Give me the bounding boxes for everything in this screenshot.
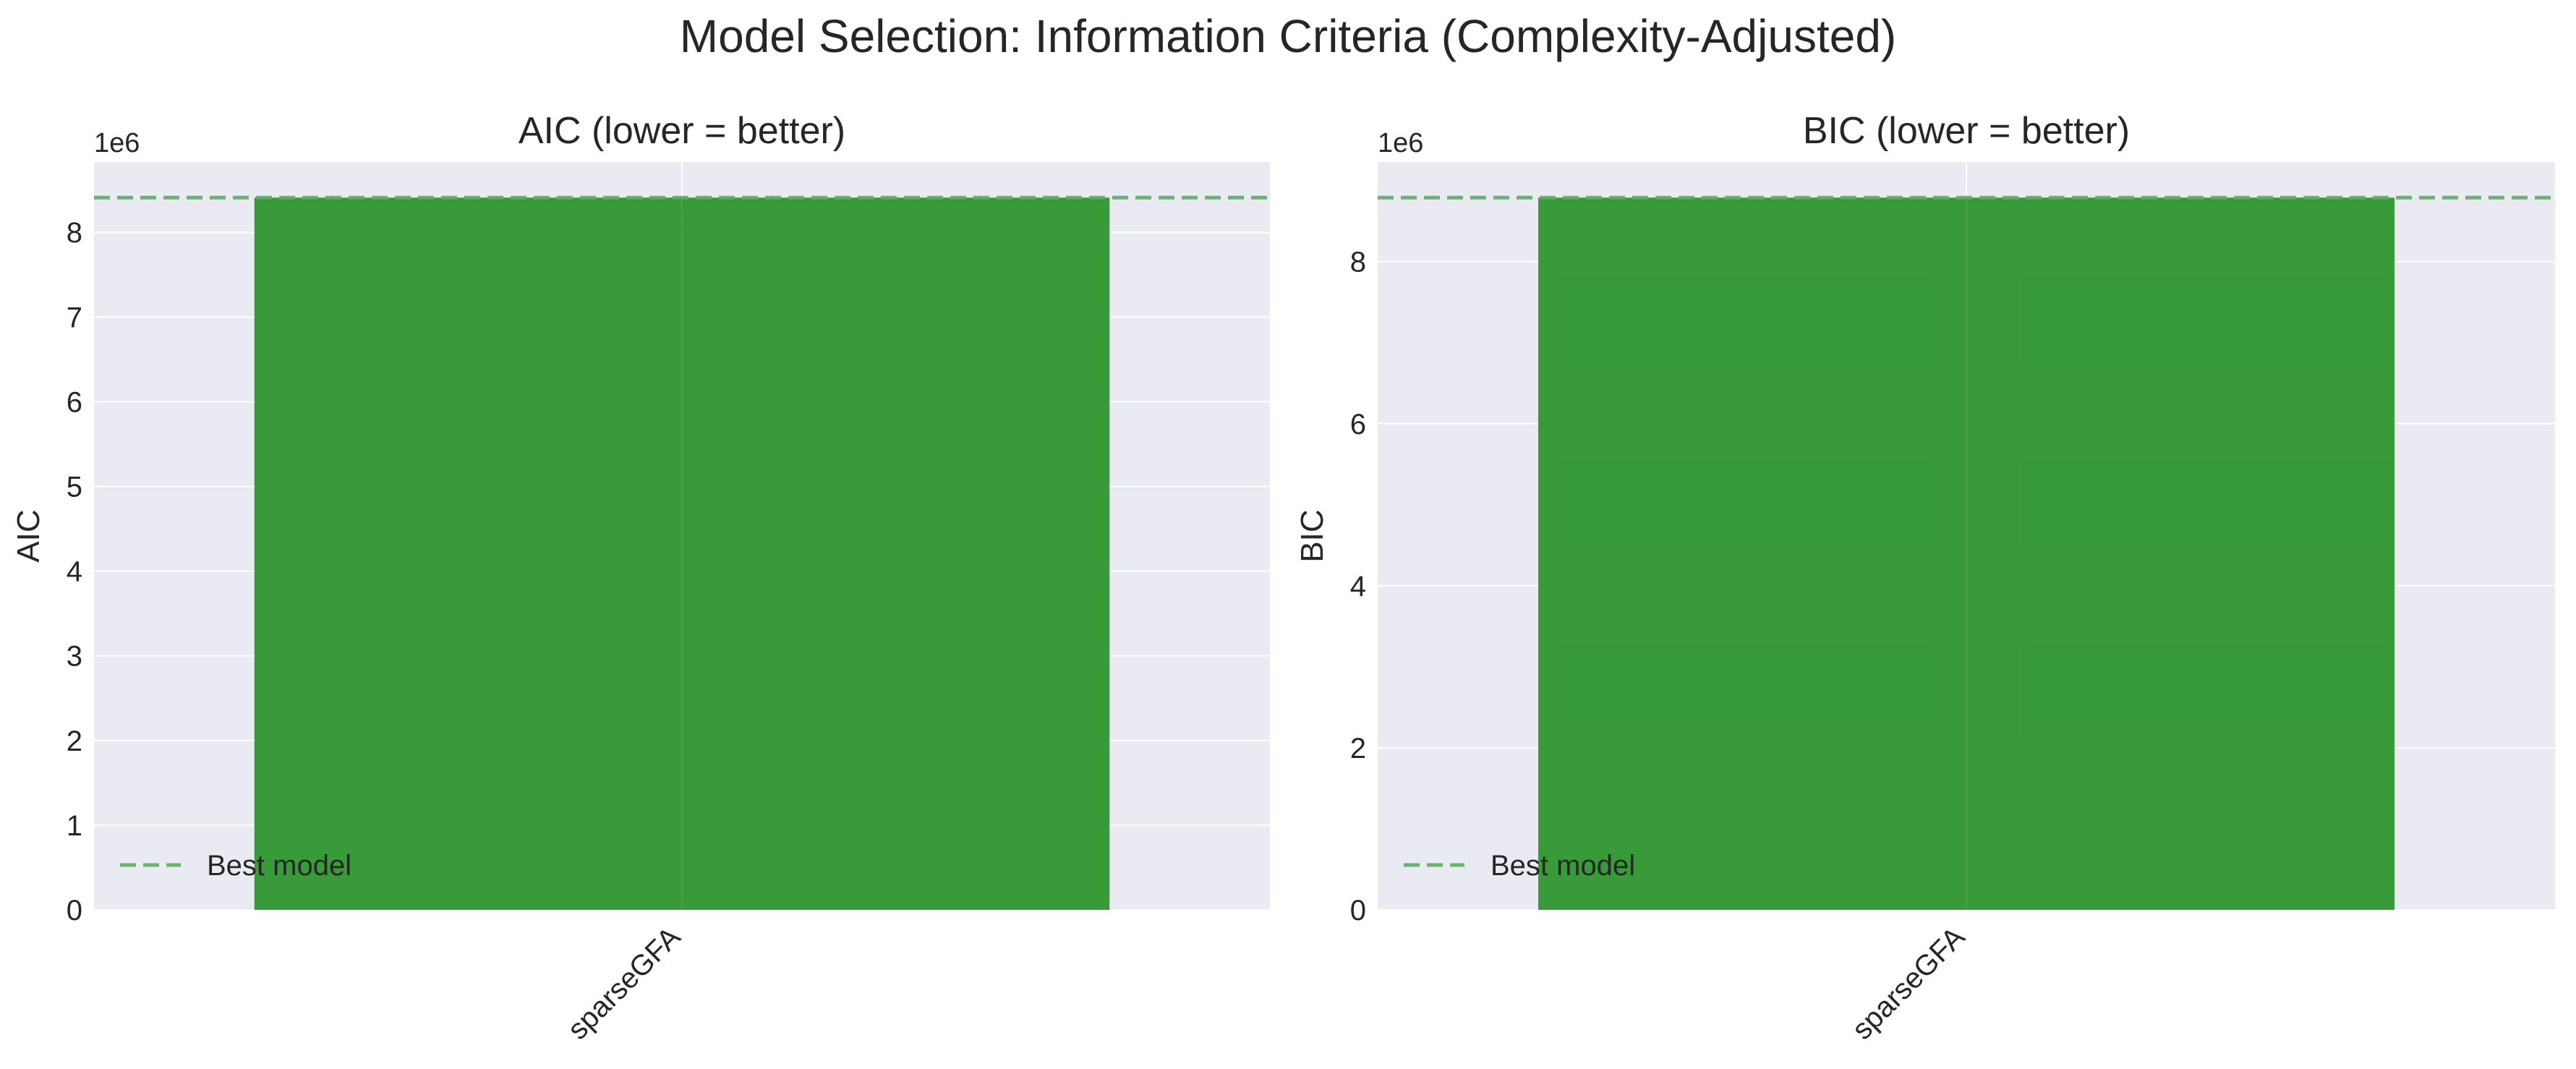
chart-2-ytick-label: 6 [1350, 409, 1366, 440]
chart-1-ytick-label: 5 [67, 472, 82, 503]
chart-2-bar-sparseGFA[interactable] [1538, 197, 2394, 910]
chart-2-ytick-label: 0 [1350, 895, 1366, 927]
chart-1-ytick-label: 7 [67, 302, 82, 333]
chart-1-ytick-label: 8 [67, 217, 82, 249]
chart-1-xtick-label: sparseGFA [562, 921, 687, 1046]
chart-1-ytick-label: 2 [67, 725, 82, 757]
figure-title: Model Selection: Information Criteria (C… [680, 10, 1896, 62]
chart-1: 0 1 2 3 4 5 6 7 8 1e6 sparseGFA AIC (lower = better… [11, 110, 1270, 1046]
chart-2-xtick-label: sparseGFA [1846, 921, 1971, 1046]
chart-1-legend-label: Best model [207, 850, 351, 882]
chart-2-ylabel: BIC [1295, 509, 1330, 562]
chart-2-title: BIC (lower = better) [1803, 110, 2130, 152]
chart-2-ytick-label: 8 [1350, 247, 1366, 278]
chart-1-ytick-label: 4 [67, 556, 82, 588]
chart-1-ylabel: AIC [11, 509, 46, 562]
chart-2-ytick-label: 2 [1350, 733, 1366, 765]
chart-1-ytick-label: 1 [67, 810, 82, 842]
chart-1-bar-sparseGFA[interactable] [254, 197, 1110, 910]
chart-2: 0 2 4 6 8 1e6 sparseGFA BIC (lower = better) BIC… [1295, 110, 2555, 1046]
chart-1-ytick-label: 6 [67, 386, 82, 418]
chart-1-ytick-label: 0 [67, 895, 82, 927]
chart-1-ytick-label: 3 [67, 641, 82, 673]
chart-1-title: AIC (lower = better) [519, 110, 845, 152]
chart-2-ytick-label: 4 [1350, 571, 1366, 602]
chart-2-legend-label: Best model [1490, 850, 1635, 882]
chart-1-offset-label: 1e6 [94, 128, 140, 158]
chart-2-offset-label: 1e6 [1378, 128, 1423, 158]
